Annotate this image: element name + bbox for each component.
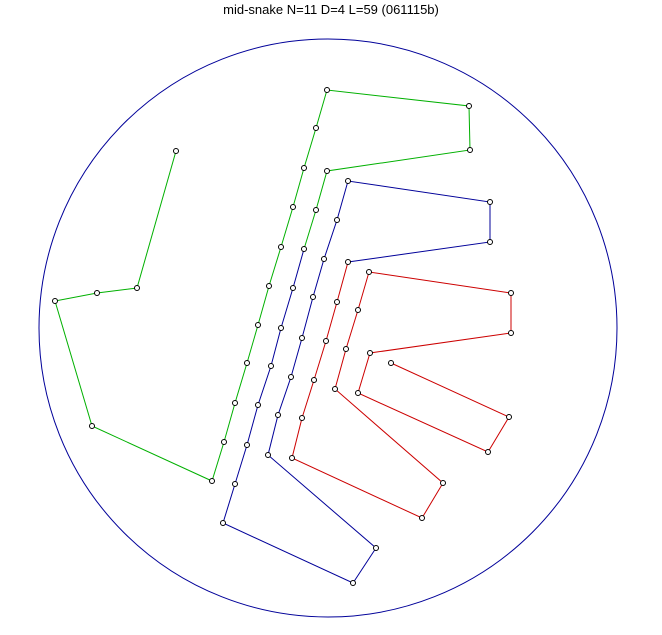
snake-segment-navy — [222, 180, 491, 584]
vertex-marker — [301, 246, 307, 252]
vertex-marker — [89, 423, 95, 429]
vertex-marker — [355, 307, 361, 313]
vertex-marker — [334, 299, 340, 305]
vertex-marker — [323, 338, 329, 344]
vertex-marker — [350, 580, 356, 586]
plot-title: mid-snake N=11 D=4 L=59 (061115b) — [223, 2, 439, 17]
vertex-marker — [278, 244, 284, 250]
vertex-markers-layer — [52, 87, 514, 586]
vertex-marker — [221, 439, 227, 445]
vertex-marker — [290, 285, 296, 291]
vertex-marker — [321, 256, 327, 262]
vertex-marker — [487, 199, 493, 205]
vertex-marker — [506, 414, 512, 420]
vertex-marker — [343, 346, 349, 352]
vertex-marker — [487, 239, 493, 245]
snake-segment-red — [291, 261, 512, 519]
boundary-circle — [38, 38, 618, 618]
vertex-marker — [299, 415, 305, 421]
vertex-marker — [419, 515, 425, 521]
vertex-marker — [366, 269, 372, 275]
vertex-marker — [220, 520, 226, 526]
vertex-marker — [355, 390, 361, 396]
vertex-marker — [275, 412, 281, 418]
vertex-marker — [94, 290, 100, 296]
vertex-marker — [313, 207, 319, 213]
vertex-marker — [467, 147, 473, 153]
snake-paths-layer — [54, 89, 512, 584]
vertex-marker — [290, 204, 296, 210]
vertex-marker — [440, 480, 446, 486]
vertex-marker — [367, 350, 373, 356]
vertex-marker — [265, 452, 271, 458]
vertex-marker — [508, 330, 514, 336]
vertex-marker — [244, 442, 250, 448]
vertex-marker — [466, 103, 472, 109]
vertex-marker — [266, 283, 272, 289]
vertex-marker — [310, 294, 316, 300]
vertex-marker — [244, 360, 250, 366]
vertex-marker — [232, 400, 238, 406]
vertex-marker — [334, 217, 340, 223]
vertex-marker — [373, 545, 379, 551]
vertex-marker — [299, 335, 305, 341]
vertex-marker — [332, 386, 338, 392]
vertex-marker — [311, 377, 317, 383]
vertex-marker — [209, 478, 215, 484]
vertex-marker — [268, 363, 274, 369]
vertex-marker — [288, 374, 294, 380]
vertex-marker — [232, 481, 238, 487]
vertex-marker — [52, 298, 58, 304]
vertex-marker — [301, 165, 307, 171]
boundary-circle-layer — [38, 38, 618, 618]
vertex-marker — [324, 168, 330, 174]
snake-segment-green — [54, 89, 471, 482]
vertex-marker — [324, 87, 330, 93]
vertex-marker — [313, 125, 319, 131]
vertex-marker — [388, 360, 394, 366]
vertex-marker — [278, 325, 284, 331]
vertex-marker — [289, 455, 295, 461]
vertex-marker — [255, 402, 261, 408]
vertex-marker — [134, 285, 140, 291]
vertex-marker — [345, 259, 351, 265]
vertex-marker — [485, 449, 491, 455]
vertex-marker — [255, 322, 261, 328]
vertex-marker — [508, 290, 514, 296]
vertex-marker — [345, 178, 351, 184]
vertex-marker — [173, 148, 179, 154]
